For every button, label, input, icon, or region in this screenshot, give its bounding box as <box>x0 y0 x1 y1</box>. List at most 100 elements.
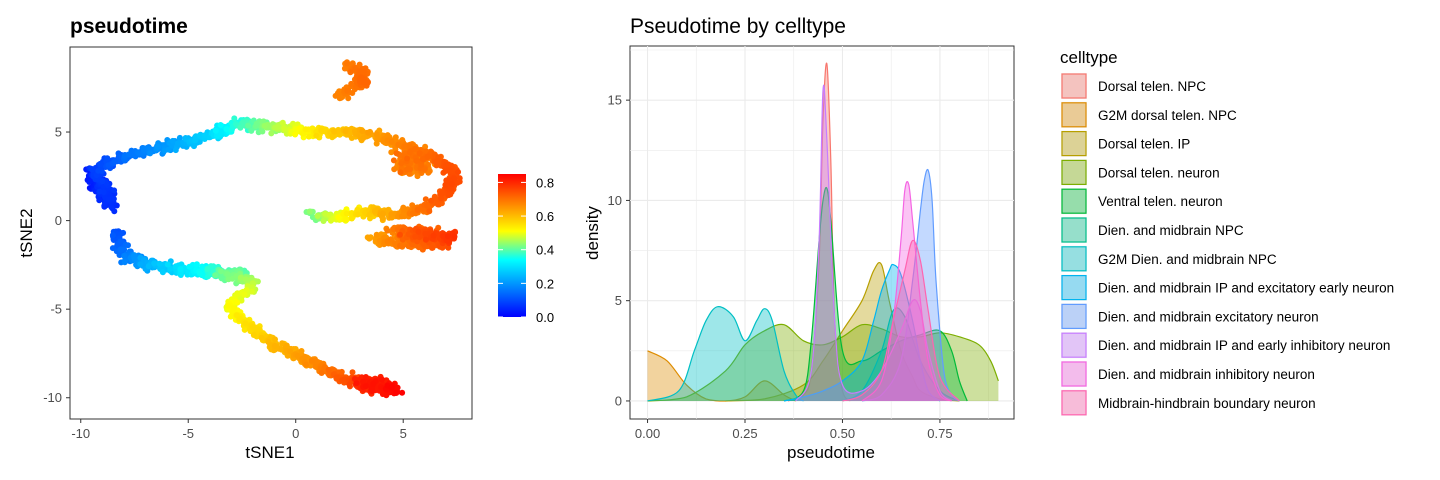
density-line-7 <box>783 263 941 402</box>
legend-key <box>1061 390 1087 416</box>
density-ytick-label: 10 <box>608 193 622 208</box>
scatter-point <box>379 210 386 217</box>
density-line-4 <box>783 186 968 402</box>
scatter-point <box>360 378 366 385</box>
scatter-point <box>433 195 440 202</box>
legend-label: G2M dorsal telen. NPC <box>1098 108 1237 123</box>
scatter-point <box>380 215 386 222</box>
scatter-point <box>303 361 310 368</box>
scatter-point <box>445 244 452 251</box>
scatter-point <box>110 237 117 243</box>
scatter-point <box>365 129 372 136</box>
legend-key-bg <box>1061 101 1087 128</box>
scatter-point <box>342 128 349 135</box>
scatter-point <box>96 197 103 204</box>
scatter-point <box>212 127 219 134</box>
scatter-point <box>97 161 104 168</box>
scatter-point <box>362 383 369 390</box>
scatter-point <box>446 167 453 174</box>
scatter-point <box>159 269 166 276</box>
legend-key <box>1061 188 1087 214</box>
scatter-point <box>242 320 249 327</box>
density-line-6 <box>647 306 804 402</box>
density-grid <box>630 46 1014 419</box>
density-xtick-label: 0.50 <box>830 426 855 441</box>
density-area-7 <box>784 264 940 401</box>
scatter-point <box>287 348 294 355</box>
scatter-point <box>302 126 309 133</box>
legend-key <box>1061 361 1087 387</box>
scatter-point <box>125 151 132 158</box>
scatter-point <box>412 233 419 240</box>
scatter-point <box>111 187 118 194</box>
scatter-point <box>318 127 325 134</box>
scatter-point <box>196 132 203 139</box>
scatter-point <box>415 228 422 235</box>
scatter-point <box>412 146 419 152</box>
scatter-point <box>325 366 332 373</box>
scatter-point <box>419 156 426 162</box>
scatter-point <box>360 78 367 85</box>
density-area-10 <box>862 181 952 401</box>
scatter-point <box>440 233 447 240</box>
scatter-point <box>233 291 240 298</box>
scatter-point <box>438 195 445 202</box>
scatter-point <box>388 138 395 145</box>
legend-key-bg <box>1061 188 1087 215</box>
scatter-point <box>355 211 362 218</box>
scatter-title: pseudotime <box>70 15 188 38</box>
scatter-point <box>366 235 373 242</box>
legend-key <box>1061 131 1087 157</box>
legend-key <box>1061 159 1087 185</box>
scatter-point <box>393 390 400 396</box>
scatter-point <box>108 204 115 211</box>
scatter-point <box>177 266 184 273</box>
density-axes: 0.00 0.25 0.50 0.75 0 5 10 15 <box>608 93 953 441</box>
scatter-point <box>292 131 299 138</box>
scatter-point <box>172 147 179 154</box>
scatter-point <box>105 196 112 203</box>
scatter-point <box>225 302 232 309</box>
scatter-point <box>445 233 451 240</box>
scatter-point <box>422 196 429 203</box>
scatter-point <box>268 130 275 137</box>
scatter-point <box>373 231 380 238</box>
scatter-point <box>454 179 461 186</box>
scatter-point <box>409 241 416 248</box>
density-ytick-label: 5 <box>615 293 622 308</box>
scatter-point <box>242 276 249 283</box>
scatter-point <box>445 161 452 168</box>
scatter-point <box>156 260 163 267</box>
density-line-11 <box>842 239 960 402</box>
scatter-point <box>118 246 125 253</box>
scatter-point <box>422 236 429 243</box>
scatter-point <box>125 242 131 249</box>
scatter-point <box>397 242 404 249</box>
scatter-point <box>294 352 301 359</box>
density-area-0 <box>787 63 851 402</box>
colorbar-tick-label: 0.0 <box>536 310 554 325</box>
scatter-point <box>384 227 391 234</box>
scatter-point <box>223 126 230 133</box>
scatter-point <box>331 128 338 135</box>
legend: Dorsal telen. NPC G2M dorsal telen. NPC Do… <box>1061 73 1394 416</box>
scatter-ytick-label: -5 <box>50 302 62 317</box>
legend-label: Dien. and midbrain inhibitory neuron <box>1098 367 1315 382</box>
legend-key-bg <box>1061 303 1087 330</box>
legend-key-bg <box>1061 389 1087 416</box>
scatter-point <box>237 124 244 131</box>
scatter-point <box>424 154 431 161</box>
legend-label: Dien. and midbrain NPC <box>1098 223 1244 238</box>
scatter-point <box>393 150 400 157</box>
scatter-point <box>359 128 366 135</box>
density-title: Pseudotime by celltype <box>630 15 846 38</box>
legend-key <box>1061 303 1087 329</box>
scatter-point <box>151 260 158 267</box>
scatter-point <box>404 155 411 162</box>
scatter-point <box>422 143 429 150</box>
scatter-point <box>313 132 320 139</box>
scatter-point <box>370 381 377 387</box>
scatter-point <box>379 376 385 383</box>
scatter-point <box>348 135 355 141</box>
